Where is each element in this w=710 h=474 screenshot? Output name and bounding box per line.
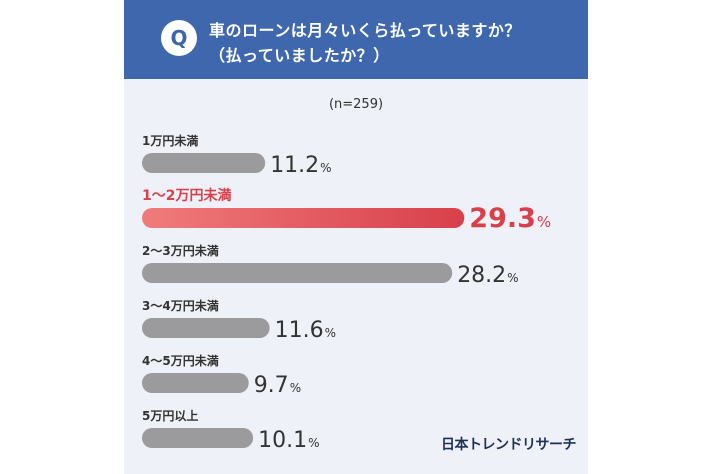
value-label: 11.2%	[270, 153, 331, 178]
question-text-line2: （払っていましたか？）	[209, 46, 390, 65]
question-header: Q 車のローンは月々いくら払っていますか？ （払っていましたか？）	[124, 0, 588, 79]
question-text-line1: 車のローンは月々いくら払っていますか？	[209, 21, 521, 40]
question-badge: Q	[161, 20, 197, 56]
brand-logo: 日本トレンドリサーチ	[441, 437, 577, 453]
category-label: 3～4万円未満	[142, 298, 219, 313]
value-label: 29.3%	[469, 203, 551, 234]
value-label: 10.1%	[258, 428, 319, 453]
value-label: 11.6%	[275, 318, 336, 343]
bar	[142, 428, 254, 448]
category-label: 2～3万円未満	[142, 243, 219, 258]
bar	[142, 153, 266, 173]
sample-size-note: (n=259)	[328, 97, 384, 112]
category-label: 5万円以上	[142, 408, 198, 423]
bar	[142, 263, 453, 283]
category-label: 1万円未満	[142, 133, 198, 148]
category-label: 1～2万円未満	[142, 187, 231, 204]
chart-card: Q 車のローンは月々いくら払っていますか？ （払っていましたか？） (n=259…	[124, 0, 588, 474]
bar	[142, 373, 249, 393]
bar	[142, 208, 465, 228]
bar	[142, 318, 270, 338]
category-label: 4～5万円未満	[142, 353, 219, 368]
value-label: 28.2%	[457, 263, 518, 288]
value-label: 9.7%	[254, 373, 301, 398]
bar-chart: 1万円未満 11.2% 1～2万円未満 29.3% 2～3万円未満 28.2% 3～4万円未…	[142, 133, 551, 453]
